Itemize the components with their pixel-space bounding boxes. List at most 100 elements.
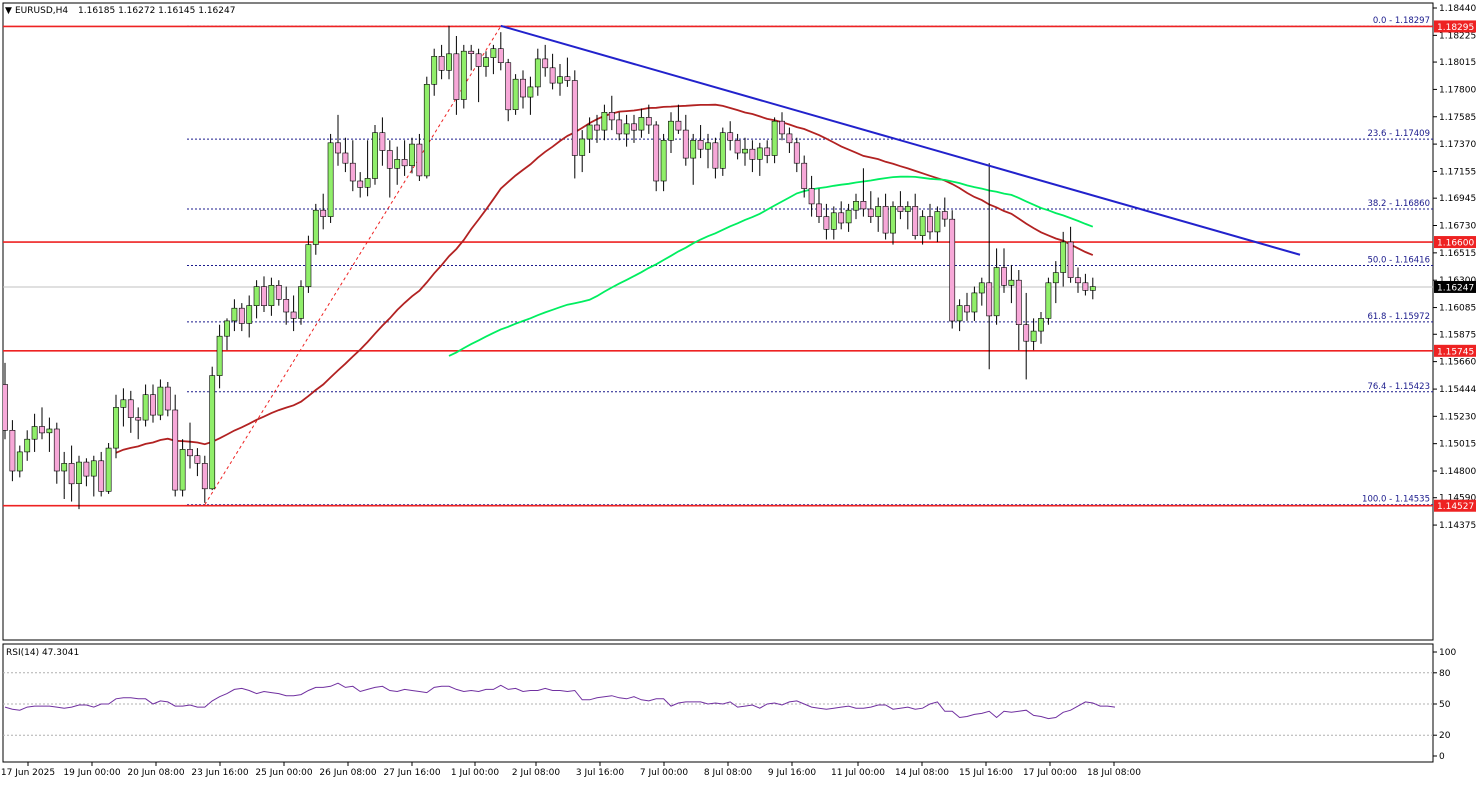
candle-body [423, 84, 430, 177]
candle-body [238, 307, 245, 324]
candle-body [830, 212, 837, 230]
rsi-header: RSI(14) 47.3041 [6, 648, 79, 658]
price-tick-label: 1.15230 [1439, 412, 1476, 422]
candle-body [246, 305, 253, 324]
candle-body [46, 428, 53, 434]
candle-body [394, 159, 401, 169]
time-tick-label: 8 Jul 08:00 [704, 768, 753, 778]
price-tick-label: 1.18015 [1439, 58, 1476, 68]
candle-body [527, 86, 534, 98]
candle-body [31, 426, 38, 440]
price-tick-label: 1.14375 [1439, 521, 1476, 531]
candle-body [113, 407, 119, 449]
support-resistance-levels [3, 25, 1433, 507]
price-tick-label: 1.15015 [1439, 440, 1476, 450]
candle-body [379, 132, 386, 151]
time-tick-label: 26 Jun 08:00 [319, 768, 376, 778]
candle-body [53, 428, 60, 472]
candle-body [638, 117, 645, 131]
candle-body [16, 451, 23, 472]
fib-level-label: 100.0 - 1.14535 [1362, 495, 1430, 505]
candle-body [771, 120, 778, 156]
candle-body [120, 399, 127, 408]
candle-body [557, 76, 563, 84]
main-plot-frame [2, 2, 1434, 641]
candle-body [816, 203, 822, 217]
time-tick-label: 7 Jul 00:00 [640, 768, 689, 778]
candle-body [1023, 324, 1030, 342]
candle-body [68, 463, 75, 485]
candle-body [734, 140, 741, 154]
time-tick-label: 19 Jun 00:00 [63, 768, 120, 778]
fib-level-label: 76.4 - 1.15423 [1367, 382, 1430, 392]
candle-body [76, 461, 82, 485]
candle-body [275, 284, 282, 300]
candle-body [594, 124, 600, 131]
candle-body [1015, 279, 1022, 326]
candle-body [623, 123, 630, 135]
candle-body [971, 292, 978, 313]
candle-body [98, 460, 105, 492]
price-tick-label: 1.17155 [1439, 167, 1476, 177]
price-axis: 1.18440 1.18225 1.18015 1.17800 1.17585 1.173… [1433, 4, 1476, 531]
candle-body [194, 455, 201, 464]
candle-body [1038, 318, 1044, 332]
candle-body [231, 307, 238, 322]
price-label-text: 1.14527 [1437, 502, 1474, 512]
candle-body [631, 123, 637, 131]
candle-body [616, 119, 623, 135]
candle-body [150, 394, 156, 416]
candle-body [608, 112, 615, 121]
candle-body [268, 284, 275, 306]
candle-body [993, 267, 1000, 317]
rsi-panel: 100 80 50 20 0 [3, 648, 1456, 762]
price-tick-label: 1.16085 [1439, 304, 1476, 314]
candle-body [320, 209, 327, 217]
price-tick-label: 1.15444 [1439, 385, 1476, 395]
candle-body [253, 286, 260, 307]
candle-body [542, 58, 549, 69]
candle-body [919, 216, 926, 237]
candle-body [335, 142, 341, 154]
candle-body [601, 112, 608, 131]
fib-anchor-line [204, 25, 502, 505]
price-tick-label: 1.15660 [1439, 358, 1476, 368]
candle-body [697, 140, 704, 150]
price-label-text: 1.16600 [1437, 239, 1474, 249]
candle-body [216, 335, 223, 376]
candle-body [853, 201, 859, 211]
price-tick-label: 1.16515 [1439, 249, 1476, 259]
candle-body [986, 282, 993, 317]
fib-level-label: 23.6 - 1.17409 [1367, 129, 1430, 139]
time-tick-label: 17 Jul 00:00 [1023, 768, 1077, 778]
price-tick-label: 1.17370 [1439, 140, 1476, 150]
candle-body [364, 178, 371, 188]
candle-body [682, 129, 689, 159]
candle-body [949, 218, 956, 322]
price-label-box [1434, 236, 1476, 249]
candle-body [801, 162, 808, 189]
candle-body [342, 152, 349, 164]
fib-level-label: 61.8 - 1.15972 [1367, 312, 1430, 322]
header-marker: ▼ [5, 6, 12, 16]
header-symbol: EURUSD,H4 [15, 6, 68, 16]
time-tick-label: 17 Jun 2025 [1, 768, 55, 778]
fib-level-label: 38.2 - 1.16860 [1367, 199, 1430, 209]
candle-body [372, 132, 378, 179]
ma-slow-line [115, 103, 1094, 454]
candle-body [179, 449, 186, 491]
candle-body [453, 53, 460, 100]
chart-header: ▼ EURUSD,H4 1.16185 1.16272 1.16145 1.16… [5, 6, 235, 16]
candle-body [490, 48, 497, 58]
candle-body [105, 447, 112, 492]
candle-body [401, 159, 408, 167]
time-tick-label: 1 Jul 00:00 [451, 768, 500, 778]
time-tick-label: 14 Jul 08:00 [895, 768, 949, 778]
candle-body [964, 305, 970, 313]
candle-body [283, 298, 290, 313]
candle-body [705, 142, 711, 150]
candle-body [742, 148, 748, 154]
price-label-box [1434, 499, 1476, 512]
candle-body [645, 117, 652, 126]
